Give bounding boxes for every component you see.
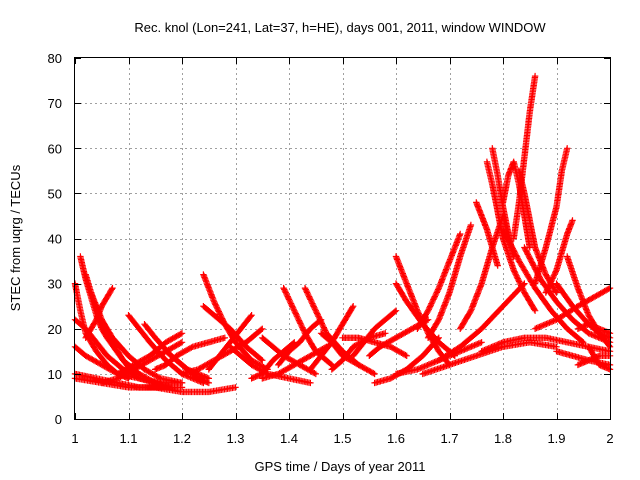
series-arc09 [82, 284, 116, 341]
plus-marker-trace [82, 284, 116, 341]
series-arc14 [114, 330, 186, 378]
x-tick-label: 2 [606, 431, 613, 446]
series-arc40 [419, 339, 560, 378]
series-arc26 [259, 343, 330, 382]
plus-marker-trace [414, 230, 464, 332]
series-arc59 [574, 321, 614, 337]
series-arc38 [424, 221, 475, 341]
x-tick-label: 1 [71, 431, 78, 446]
series-arc42 [483, 158, 539, 314]
plus-marker-trace [435, 280, 528, 364]
y-tick-label: 0 [55, 412, 62, 427]
y-tick-label: 80 [48, 51, 62, 66]
series-arc27 [275, 316, 325, 369]
x-tick-labels: 1 1.1 1.2 1.3 1.4 1.5 1.6 1.7 1.8 1.9 2 [71, 431, 613, 446]
series-arc29 [317, 330, 378, 378]
x-tick-label: 1.8 [494, 431, 512, 446]
y-axis-label: STEC from uqrg / TECUs [8, 164, 23, 311]
plus-marker-trace [521, 244, 614, 346]
series-arc49 [542, 217, 576, 296]
x-tick-label: 1.2 [173, 431, 191, 446]
series-arc52 [521, 244, 614, 346]
plus-marker-trace [483, 158, 539, 314]
x-tick-label: 1.5 [333, 431, 351, 446]
plus-marker-trace [275, 316, 325, 369]
y-tick-label: 40 [48, 232, 62, 247]
series-arc20 [205, 312, 255, 373]
x-tick-label: 1.1 [119, 431, 137, 446]
plus-marker-trace [259, 343, 330, 382]
plus-marker-trace [478, 334, 614, 355]
data-points [71, 72, 614, 396]
y-tick-label: 30 [48, 277, 62, 292]
plus-marker-trace [574, 321, 614, 337]
series-arc54 [531, 284, 614, 332]
plus-marker-trace [531, 284, 614, 332]
plus-marker-trace [585, 343, 614, 373]
x-axis-label: GPS time / Days of year 2011 [255, 459, 426, 474]
series-arc60 [585, 343, 614, 373]
plus-marker-trace [424, 221, 475, 341]
y-tick-label: 60 [48, 141, 62, 156]
plus-marker-trace [317, 330, 378, 378]
y-tick-label: 70 [48, 96, 62, 111]
series-arc51 [499, 226, 587, 346]
plot-frame [74, 57, 611, 420]
series-arc16 [152, 334, 228, 373]
plus-marker-trace [152, 334, 228, 373]
x-tick-label: 1.6 [387, 431, 405, 446]
plus-marker-trace [499, 226, 587, 346]
y-tick-label: 20 [48, 322, 62, 337]
series-arc41 [435, 280, 528, 364]
x-tick-label: 1.9 [547, 431, 565, 446]
plus-marker-trace [542, 217, 576, 296]
plus-marker-trace [114, 330, 186, 378]
plus-marker-trace [205, 312, 255, 373]
y-tick-label: 10 [48, 367, 62, 382]
x-tick-label: 1.7 [440, 431, 458, 446]
y-tick-labels: 0 10 20 30 40 50 60 70 80 [48, 51, 62, 427]
series-arc53 [478, 334, 614, 355]
axis-ticks [75, 58, 611, 420]
y-tick-label: 50 [48, 186, 62, 201]
chart-title: Rec. knol (Lon=241, Lat=37, h=HE), days … [134, 20, 546, 35]
plus-marker-trace [531, 145, 571, 287]
series-arc48 [531, 145, 571, 287]
plus-marker-trace [419, 339, 560, 378]
x-tick-label: 1.4 [280, 431, 298, 446]
series-arc37 [414, 230, 464, 332]
x-tick-label: 1.3 [226, 431, 244, 446]
